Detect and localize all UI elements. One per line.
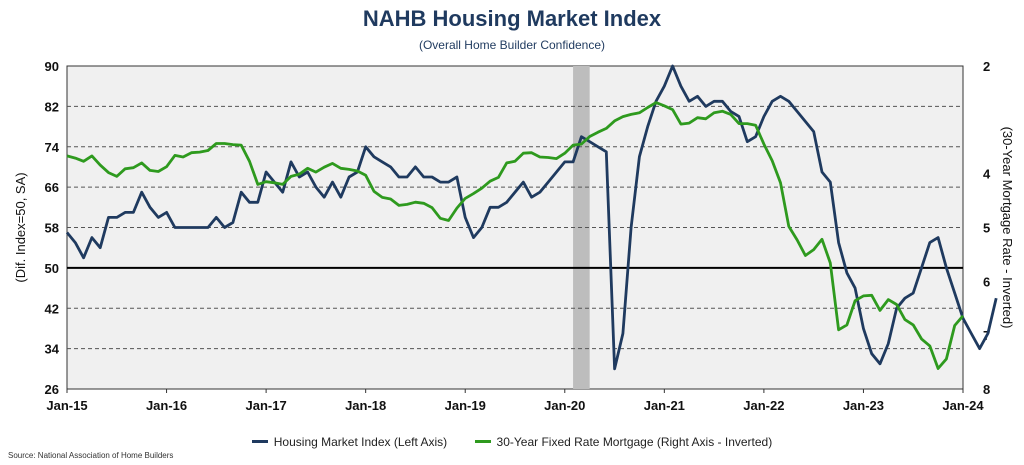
x-tick-label-Jan-21: Jan-21 <box>644 398 685 413</box>
left-tick-label-58: 58 <box>45 221 59 236</box>
legend-item-mortgage: 30-Year Fixed Rate Mortgage (Right Axis … <box>474 434 773 449</box>
grid-lines <box>67 105 963 350</box>
x-axis-ticks: Jan-15 Jan-16 Jan-17 Jan-18 Jan-19 Jan-20 Jan-… <box>46 389 984 413</box>
x-tick-label-Jan-15: Jan-15 <box>46 398 87 413</box>
chart-subtitle: (Overall Home Builder Confidence) <box>418 38 606 52</box>
x-tick-label-Jan-22: Jan-22 <box>743 398 784 413</box>
left-axis-ticks: 26 34 42 50 58 66 74 82 90 <box>45 59 60 397</box>
chart-title: NAHB Housing Market Index <box>362 6 662 31</box>
left-tick-label-34: 34 <box>45 342 60 357</box>
right-tick-label-5: 5 <box>983 221 990 236</box>
x-tick-label-Jan-18: Jan-18 <box>345 398 386 413</box>
left-tick-label-74: 74 <box>45 140 60 155</box>
series-line-housing-market-index <box>65 64 998 371</box>
left-tick-label-90: 90 <box>45 59 59 74</box>
right-tick-label-4: 4 <box>983 167 991 182</box>
y-axis-label-left: (Dif. Index=50, SA) <box>13 172 28 282</box>
left-tick-label-42: 42 <box>45 301 59 316</box>
series-line-mortgage-rate <box>66 101 965 370</box>
right-tick-label-2: 2 <box>983 59 990 74</box>
x-tick-label-Jan-19: Jan-19 <box>445 398 486 413</box>
left-tick-label-82: 82 <box>45 99 59 114</box>
x-tick-label-Jan-16: Jan-16 <box>146 398 187 413</box>
right-tick-label-6: 6 <box>983 274 990 289</box>
x-tick-label-Jan-23: Jan-23 <box>843 398 884 413</box>
left-tick-label-50: 50 <box>45 261 59 276</box>
legend-swatch-hmi <box>251 440 268 443</box>
legend-label-mortgage: 30-Year Fixed Rate Mortgage (Right Axis … <box>496 434 773 449</box>
x-tick-label-Jan-20: Jan-20 <box>544 398 585 413</box>
x-tick-label-Jan-24: Jan-24 <box>942 398 984 413</box>
left-tick-label-66: 66 <box>45 180 59 195</box>
legend-label-hmi: Housing Market Index (Left Axis) <box>273 434 448 449</box>
y-axis-label-right: (30-Year Mortgage Rate - Inverted) <box>1000 127 1015 329</box>
legend: Housing Market Index (Left Axis) 30-Year… <box>0 432 1024 449</box>
right-tick-label-8: 8 <box>983 382 990 397</box>
legend-item-hmi: Housing Market Index (Left Axis) <box>251 434 448 449</box>
source-note: Source: National Association of Home Bui… <box>8 451 174 460</box>
left-tick-label-26: 26 <box>45 382 59 397</box>
x-tick-label-Jan-17: Jan-17 <box>246 398 287 413</box>
legend-swatch-mortgage <box>474 440 491 443</box>
